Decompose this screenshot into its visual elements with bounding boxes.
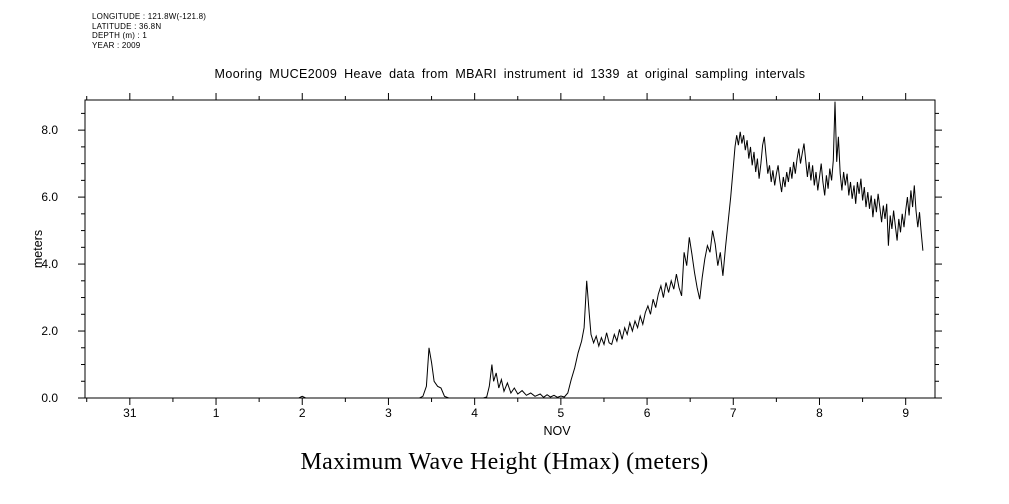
x-tick-label: 7 [730,406,737,420]
x-axis-label: NOV [543,424,571,438]
meta-year: YEAR : 2009 [92,40,141,50]
x-tick-label: 8 [816,406,823,420]
x-tick-label: 4 [471,406,478,420]
y-tick-label: 6.0 [41,190,58,204]
meta-longitude: LONGITUDE : 121.8W(-121.8) [92,12,207,21]
wave-height-line [85,101,924,399]
station-metadata: LONGITUDE : 121.8W(-121.8) LATITUDE : 36… [92,12,206,50]
x-tick-label: 31 [123,406,137,420]
x-tick-label: 3 [385,406,392,420]
y-tick-label: 2.0 [41,324,58,338]
x-tick-label: 6 [644,406,651,420]
plot-title: Mooring MUCE2009 Heave data from MBARI i… [214,67,806,81]
y-axis-label: meters [31,230,45,268]
x-tick-label: 5 [558,406,565,420]
y-tick-label: 4.0 [41,257,58,271]
x-tick-label: 2 [299,406,306,420]
meta-depth: DEPTH (m) : 1 [92,31,148,41]
x-tick-label: 9 [902,406,909,420]
meta-latitude: LATITUDE : 36.8N [92,21,162,31]
x-tick-label: 1 [213,406,220,420]
y-tick-label: 8.0 [41,123,58,137]
y-tick-label: 0.0 [41,391,58,405]
plot-frame [84,99,936,399]
figure-caption: Maximum Wave Height (Hmax) (meters) [300,449,709,475]
